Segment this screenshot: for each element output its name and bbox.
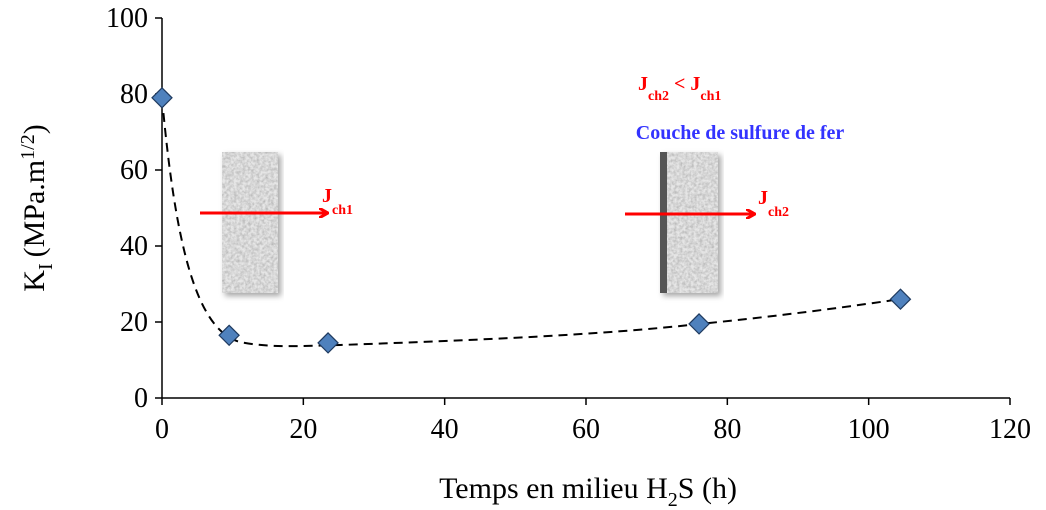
x-tick-label: 80 <box>713 414 741 445</box>
x-title-sub: 2 <box>668 489 678 510</box>
y-tick-label: 0 <box>134 383 148 414</box>
y-title-end: ) <box>18 124 51 134</box>
y-tick-label: 100 <box>106 3 148 34</box>
data-point <box>317 332 339 354</box>
x-tick-label: 20 <box>289 414 317 445</box>
flux-sub: ch2 <box>768 205 789 220</box>
x-tick-label: 0 <box>155 414 169 445</box>
flux-main: J <box>322 185 332 207</box>
sulfide-layer <box>660 152 667 293</box>
flux-label: Jch1 <box>322 185 353 218</box>
y-tick-label: 60 <box>120 155 148 186</box>
layer-label: Couche de sulfure de fer <box>636 122 845 144</box>
flux-sub: ch1 <box>332 203 353 218</box>
x-tick-label: 40 <box>431 414 459 445</box>
x-axis-title: Temps en milieu H2S (h) <box>439 472 737 510</box>
x-tick-label: 60 <box>572 414 600 445</box>
comp-main: J <box>690 73 700 95</box>
y-title-main: K <box>18 270 51 292</box>
x-tick-label: 100 <box>848 414 890 445</box>
data-point <box>218 324 240 347</box>
y-tick-label: 20 <box>120 307 148 338</box>
y-title-sub: I <box>35 263 57 270</box>
flux-comparison: Jch2 < Jch1 <box>638 73 721 104</box>
y-axis-title: KI (MPa.m1/2) <box>17 124 57 291</box>
flux-label: Jch2 <box>758 187 789 220</box>
flux-main: J <box>758 187 768 209</box>
comp-sub: ch2 <box>648 89 669 104</box>
trend-curve <box>161 97 902 348</box>
material-sample-2 <box>660 152 718 293</box>
data-point <box>151 86 173 109</box>
data-point <box>688 313 710 335</box>
comp-main: J <box>638 73 648 95</box>
y-tick-label: 80 <box>120 79 148 110</box>
x-tick-label: 120 <box>989 414 1031 445</box>
comp-sub: ch1 <box>700 89 721 104</box>
comp-op: < <box>669 73 690 95</box>
y-title-sup: 1/2 <box>17 134 39 160</box>
y-title-rest: (MPa.m <box>18 160 51 258</box>
data-point <box>889 288 912 311</box>
x-title-end: S (h) <box>678 472 737 505</box>
x-title-main: Temps en milieu H <box>439 472 668 505</box>
y-tick-label: 40 <box>120 231 148 262</box>
material-sample-1 <box>222 152 278 293</box>
